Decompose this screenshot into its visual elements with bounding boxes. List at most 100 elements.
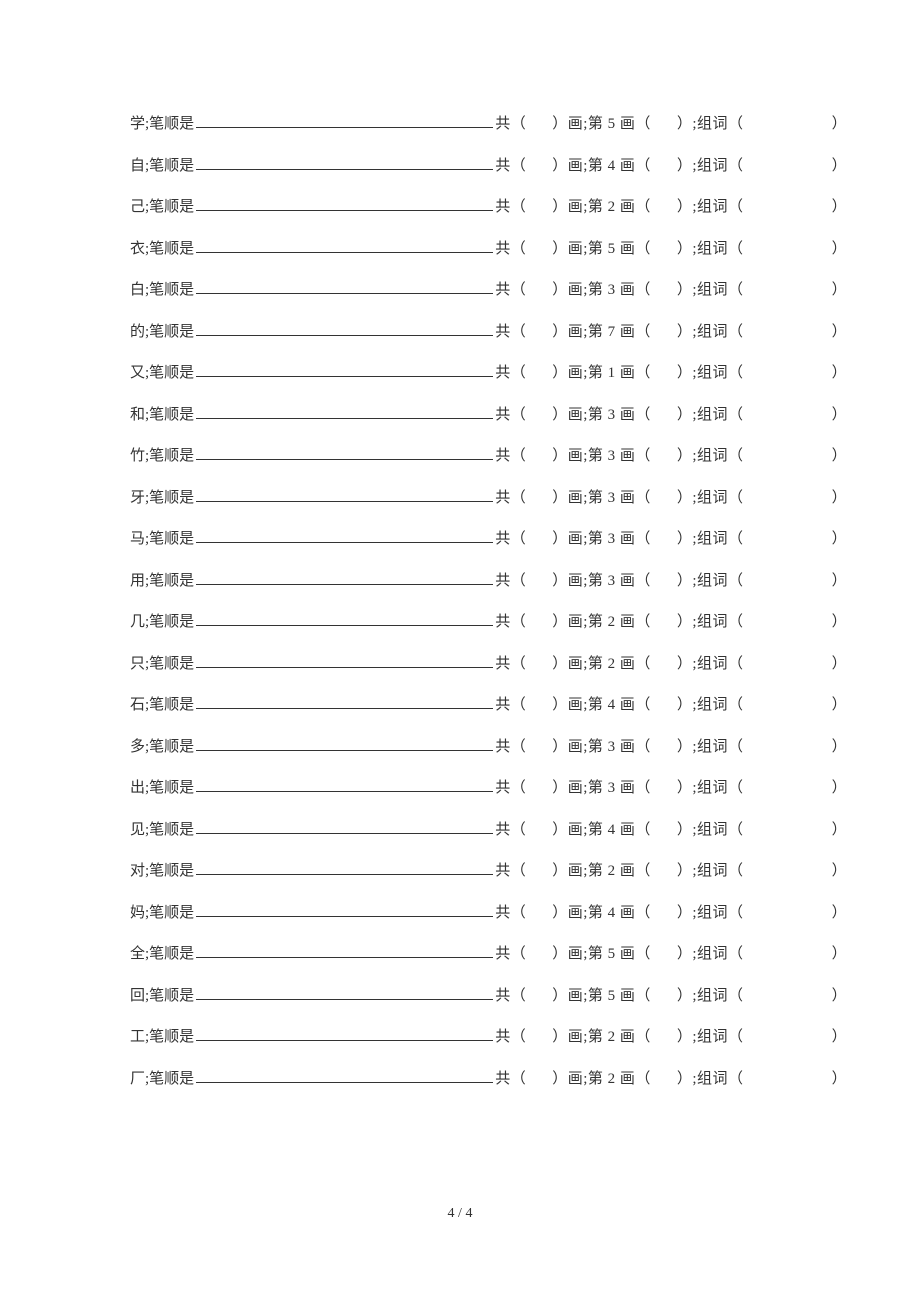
total-label: 共（ xyxy=(495,282,526,298)
row-rest: 共（）画;第 4 画（）;组词（） xyxy=(495,693,847,714)
total-suffix: ）画;第 xyxy=(552,531,607,547)
end-paren: ） xyxy=(832,822,848,838)
stroke-order-label: ;笔顺是 xyxy=(145,320,194,341)
character: 又 xyxy=(130,361,145,382)
stroke-order-label: ;笔顺是 xyxy=(145,652,194,673)
word-label: ）;组词（ xyxy=(677,905,744,921)
stroke-order-blank xyxy=(196,735,493,751)
worksheet-row: 见;笔顺是共（）画;第 4 画（）;组词（） xyxy=(130,818,834,839)
stroke-number: 2 xyxy=(608,614,616,630)
total-label: 共（ xyxy=(495,116,526,132)
character: 自 xyxy=(130,154,145,175)
character: 的 xyxy=(130,320,145,341)
character: 对 xyxy=(130,859,145,880)
word-label: ）;组词（ xyxy=(677,739,744,755)
page-number: 4 / 4 xyxy=(0,1206,920,1222)
worksheet-row: 衣;笔顺是共（）画;第 5 画（）;组词（） xyxy=(130,237,834,258)
stroke-number: 1 xyxy=(608,365,616,381)
total-label: 共（ xyxy=(495,822,526,838)
row-rest: 共（）画;第 3 画（）;组词（） xyxy=(495,486,847,507)
total-label: 共（ xyxy=(495,988,526,1004)
stroke-number: 2 xyxy=(608,1071,616,1087)
character: 竹 xyxy=(130,444,145,465)
worksheet-row: 自;笔顺是共（）画;第 4 画（）;组词（） xyxy=(130,154,834,175)
end-paren: ） xyxy=(832,946,848,962)
row-rest: 共（）画;第 2 画（）;组词（） xyxy=(495,859,847,880)
character: 几 xyxy=(130,610,145,631)
stroke-order-label: ;笔顺是 xyxy=(145,195,194,216)
total-label: 共（ xyxy=(495,531,526,547)
stroke-suffix: 画（ xyxy=(616,365,651,381)
stroke-order-label: ;笔顺是 xyxy=(145,901,194,922)
end-paren: ） xyxy=(832,697,848,713)
worksheet-row: 只;笔顺是共（）画;第 2 画（）;组词（） xyxy=(130,652,834,673)
stroke-order-blank xyxy=(196,1067,493,1083)
word-label: ）;组词（ xyxy=(677,324,744,340)
stroke-order-label: ;笔顺是 xyxy=(145,527,194,548)
stroke-number: 5 xyxy=(608,241,616,257)
total-suffix: ）画;第 xyxy=(552,1071,607,1087)
total-suffix: ）画;第 xyxy=(552,324,607,340)
stroke-number: 4 xyxy=(608,905,616,921)
character: 妈 xyxy=(130,901,145,922)
stroke-order-blank xyxy=(196,776,493,792)
row-rest: 共（）画;第 4 画（）;组词（） xyxy=(495,901,847,922)
stroke-suffix: 画（ xyxy=(616,739,651,755)
row-rest: 共（）画;第 5 画（）;组词（） xyxy=(495,112,847,133)
end-paren: ） xyxy=(832,905,848,921)
stroke-order-blank xyxy=(196,942,493,958)
end-paren: ） xyxy=(832,324,848,340)
row-rest: 共（）画;第 3 画（）;组词（） xyxy=(495,278,847,299)
stroke-suffix: 画（ xyxy=(616,158,651,174)
worksheet-row: 马;笔顺是共（）画;第 3 画（）;组词（） xyxy=(130,527,834,548)
worksheet-row: 回;笔顺是共（）画;第 5 画（）;组词（） xyxy=(130,984,834,1005)
stroke-number: 3 xyxy=(608,490,616,506)
row-rest: 共（）画;第 5 画（）;组词（） xyxy=(495,942,847,963)
word-label: ）;组词（ xyxy=(677,490,744,506)
stroke-number: 3 xyxy=(608,739,616,755)
stroke-order-blank xyxy=(196,610,493,626)
stroke-order-blank xyxy=(196,154,493,170)
word-label: ）;组词（ xyxy=(677,573,744,589)
row-rest: 共（）画;第 5 画（）;组词（） xyxy=(495,237,847,258)
total-suffix: ）画;第 xyxy=(552,116,607,132)
character: 石 xyxy=(130,693,145,714)
total-label: 共（ xyxy=(495,946,526,962)
worksheet-row: 多;笔顺是共（）画;第 3 画（）;组词（） xyxy=(130,735,834,756)
total-suffix: ）画;第 xyxy=(552,697,607,713)
stroke-suffix: 画（ xyxy=(616,199,651,215)
total-label: 共（ xyxy=(495,780,526,796)
stroke-order-blank xyxy=(196,984,493,1000)
stroke-number: 2 xyxy=(608,656,616,672)
word-label: ）;组词（ xyxy=(677,531,744,547)
stroke-order-label: ;笔顺是 xyxy=(145,693,194,714)
stroke-order-label: ;笔顺是 xyxy=(145,278,194,299)
stroke-suffix: 画（ xyxy=(616,241,651,257)
end-paren: ） xyxy=(832,573,848,589)
word-label: ）;组词（ xyxy=(677,241,744,257)
character: 用 xyxy=(130,569,145,590)
character: 见 xyxy=(130,818,145,839)
worksheet-row: 工;笔顺是共（）画;第 2 画（）;组词（） xyxy=(130,1025,834,1046)
stroke-order-blank xyxy=(196,693,493,709)
character: 出 xyxy=(130,776,145,797)
character: 白 xyxy=(130,278,145,299)
stroke-number: 5 xyxy=(608,116,616,132)
total-label: 共（ xyxy=(495,448,526,464)
word-label: ）;组词（ xyxy=(677,448,744,464)
stroke-order-blank xyxy=(196,320,493,336)
stroke-number: 3 xyxy=(608,407,616,423)
stroke-order-blank xyxy=(196,901,493,917)
stroke-order-label: ;笔顺是 xyxy=(145,237,194,258)
stroke-number: 5 xyxy=(608,946,616,962)
total-label: 共（ xyxy=(495,739,526,755)
word-label: ）;组词（ xyxy=(677,988,744,1004)
total-label: 共（ xyxy=(495,1071,526,1087)
row-rest: 共（）画;第 3 画（）;组词（） xyxy=(495,403,847,424)
row-rest: 共（）画;第 3 画（）;组词（） xyxy=(495,776,847,797)
stroke-order-blank xyxy=(196,818,493,834)
total-suffix: ）画;第 xyxy=(552,1029,607,1045)
end-paren: ） xyxy=(832,739,848,755)
stroke-number: 2 xyxy=(608,1029,616,1045)
stroke-suffix: 画（ xyxy=(616,573,651,589)
